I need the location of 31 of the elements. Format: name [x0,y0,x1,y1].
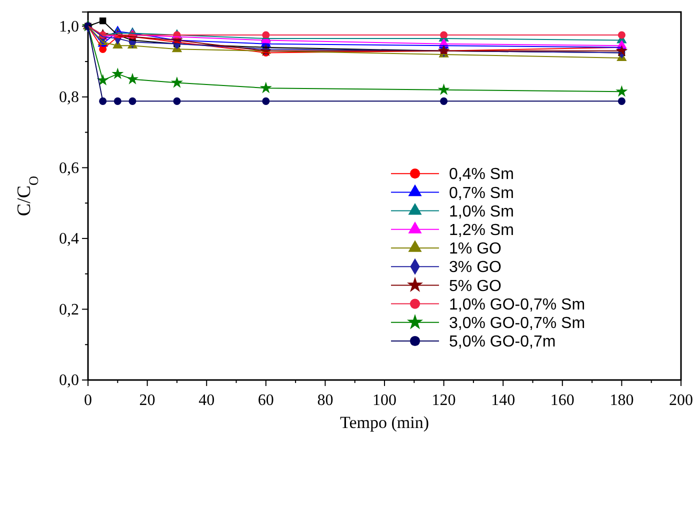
x-axis-title: Tempo (min) [340,413,429,432]
legend-label: 3% GO [449,259,502,276]
y-tick-label: 0,2 [59,301,79,318]
point [618,97,626,105]
x-tick-label: 60 [258,392,274,409]
y-tick-label: 0,0 [59,372,79,390]
x-tick-label: 40 [198,392,215,409]
x-tick-label: 200 [669,392,693,409]
legend-label: 1,2% Sm [449,222,514,239]
x-tick-label: 160 [550,392,574,409]
legend-label: 5,0% GO-0,7m [449,334,556,351]
legend-label: 1% GO [449,240,502,258]
legend-label: 5% GO [449,278,502,295]
y-tick-label: 0,8 [59,89,79,106]
y-tick-label: 1,0 [59,18,79,36]
x-tick-label: 80 [317,392,334,409]
x-tick-label: 180 [610,392,634,409]
legend-label: 0,4% Sm [449,166,514,184]
point [618,31,626,39]
y-tick-label: 0,4 [59,230,79,248]
point [616,85,628,97]
x-tick-label: 120 [432,392,456,409]
x-tick-label: 20 [139,392,156,409]
legend-label: 0,7% Sm [449,184,514,202]
legend-label: 1,0% GO-0,7% Sm [449,296,586,314]
y-tick-label: 0,6 [59,160,79,177]
legend-label: 1,0% Sm [449,203,514,220]
x-tick-label: 140 [491,392,516,409]
legend-label: 3,0% GO-0,7% Sm [449,315,586,332]
x-tick-label: 0 [84,392,92,409]
x-tick-label: 100 [372,392,396,409]
